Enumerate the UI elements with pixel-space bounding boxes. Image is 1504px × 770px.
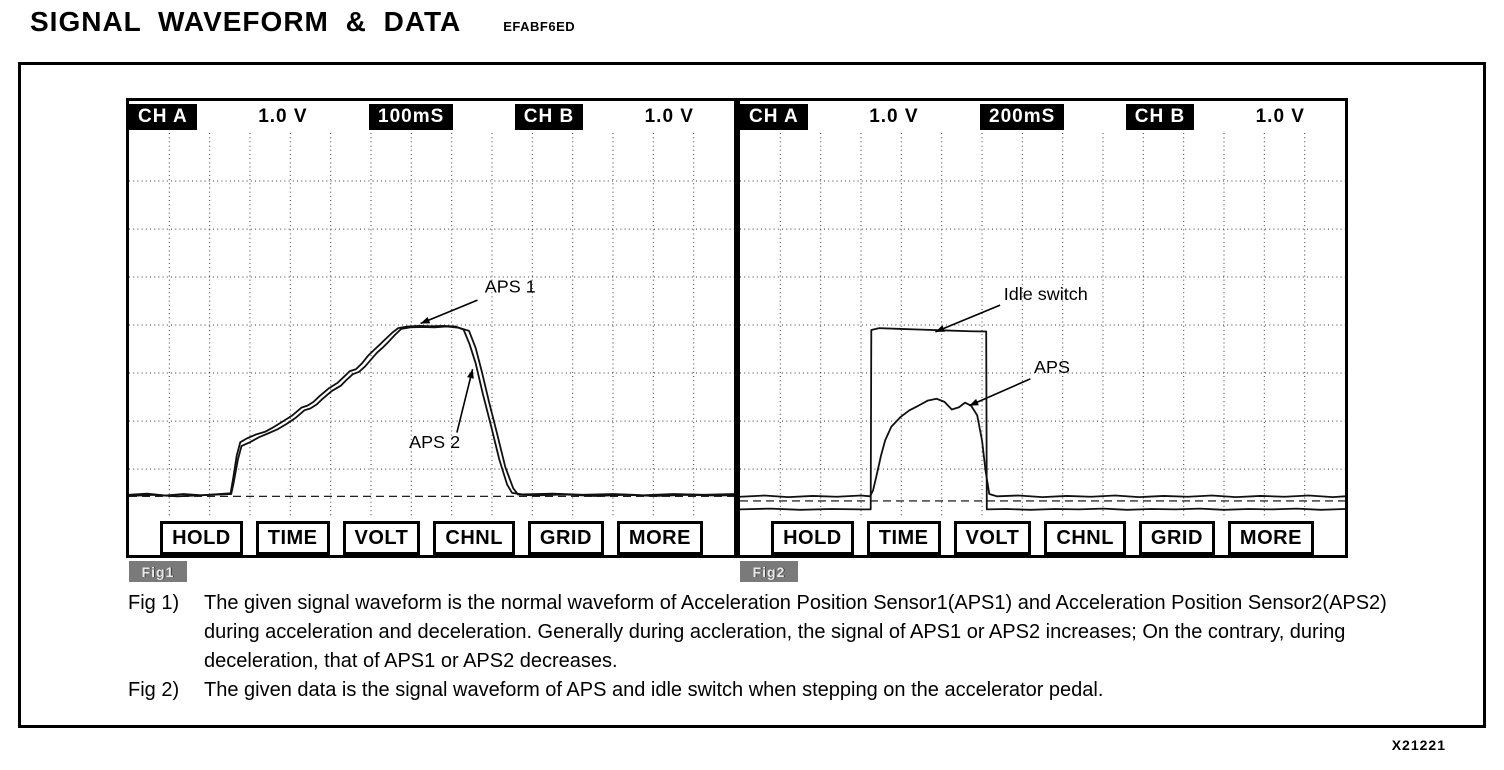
scope-fig2: CH A 1.0 V 200mS CH B 1.0 V Idle switch A… xyxy=(737,98,1348,558)
fig2-grid-button[interactable]: GRID xyxy=(1138,521,1215,555)
caption-fig2-text: The given data is the signal waveform of… xyxy=(204,679,1104,701)
fig1-ch-a-volts: 1.0 V xyxy=(258,105,308,127)
fig1-chnl-button[interactable]: CHNL xyxy=(433,521,515,555)
page-title: SIGNAL WAVEFORM & DATA xyxy=(30,6,462,37)
fig2-button-row: HOLD TIME VOLT CHNL GRID MORE xyxy=(740,517,1345,555)
caption-fig1-label: Fig 1) xyxy=(128,592,180,614)
fig1-ch-a-badge: CH A xyxy=(129,103,197,130)
fig1-hold-button[interactable]: HOLD xyxy=(160,521,243,555)
fig2-grid-area: Idle switch APS xyxy=(740,132,1345,517)
caption-fig2-label: Fig 2) xyxy=(128,679,180,701)
fig1-button-row: HOLD TIME VOLT CHNL GRID MORE xyxy=(129,517,734,555)
figure-frame: CH A 1.0 V 100mS CH B 1.0 V APS 1 APS 2 H… xyxy=(18,62,1486,728)
title-row: SIGNAL WAVEFORM & DATA EFABF6ED xyxy=(30,6,575,38)
fig2-time-button[interactable]: TIME xyxy=(866,521,941,555)
fig2-ch-b-volts: 1.0 V xyxy=(1255,105,1305,127)
doc-number: X21221 xyxy=(1391,737,1446,753)
fig1-ch-b-volts: 1.0 V xyxy=(644,105,694,127)
caption-fig1-text: The given signal waveform is the normal … xyxy=(204,592,1387,672)
fig2-more-button[interactable]: MORE xyxy=(1227,521,1314,555)
fig1-more-button[interactable]: MORE xyxy=(616,521,703,555)
fig1-header: CH A 1.0 V 100mS CH B 1.0 V xyxy=(129,101,734,133)
fig2-header: CH A 1.0 V 200mS CH B 1.0 V xyxy=(740,101,1345,133)
svg-text:APS: APS xyxy=(1034,357,1070,377)
fig1-grid-area: APS 1 APS 2 xyxy=(129,132,734,517)
svg-text:APS 1: APS 1 xyxy=(485,276,536,296)
scope-panels: CH A 1.0 V 100mS CH B 1.0 V APS 1 APS 2 H… xyxy=(126,98,1348,582)
fig1-volt-button[interactable]: VOLT xyxy=(342,521,421,555)
fig1-timebase-badge: 100mS xyxy=(369,103,454,130)
caption-block: Fig 1) The given signal waveform is the … xyxy=(128,589,1431,705)
svg-text:Idle switch: Idle switch xyxy=(1004,284,1088,304)
svg-text:APS 2: APS 2 xyxy=(409,432,460,452)
fig2-ch-b-badge: CH B xyxy=(1125,103,1195,130)
fig2-timebase-badge: 200mS xyxy=(980,103,1065,130)
page-code: EFABF6ED xyxy=(503,19,576,34)
fig2-ch-a-badge: CH A xyxy=(740,103,808,130)
fig1-ch-b-badge: CH B xyxy=(514,103,584,130)
scope-fig1: CH A 1.0 V 100mS CH B 1.0 V APS 1 APS 2 H… xyxy=(126,98,737,558)
fig1-waveform: APS 1 APS 2 xyxy=(129,132,734,517)
caption-fig2: Fig 2) The given data is the signal wave… xyxy=(128,676,1431,705)
fig1-badge: Fig1 xyxy=(129,561,187,582)
fig2-chnl-button[interactable]: CHNL xyxy=(1044,521,1126,555)
fig2-volt-button[interactable]: VOLT xyxy=(953,521,1032,555)
fig2-badge: Fig2 xyxy=(740,561,798,582)
fig2-waveform: Idle switch APS xyxy=(740,132,1345,517)
fig2-hold-button[interactable]: HOLD xyxy=(771,521,854,555)
caption-fig1: Fig 1) The given signal waveform is the … xyxy=(128,589,1431,676)
fig1-grid-button[interactable]: GRID xyxy=(527,521,604,555)
fig1-time-button[interactable]: TIME xyxy=(255,521,330,555)
fig2-ch-a-volts: 1.0 V xyxy=(869,105,919,127)
